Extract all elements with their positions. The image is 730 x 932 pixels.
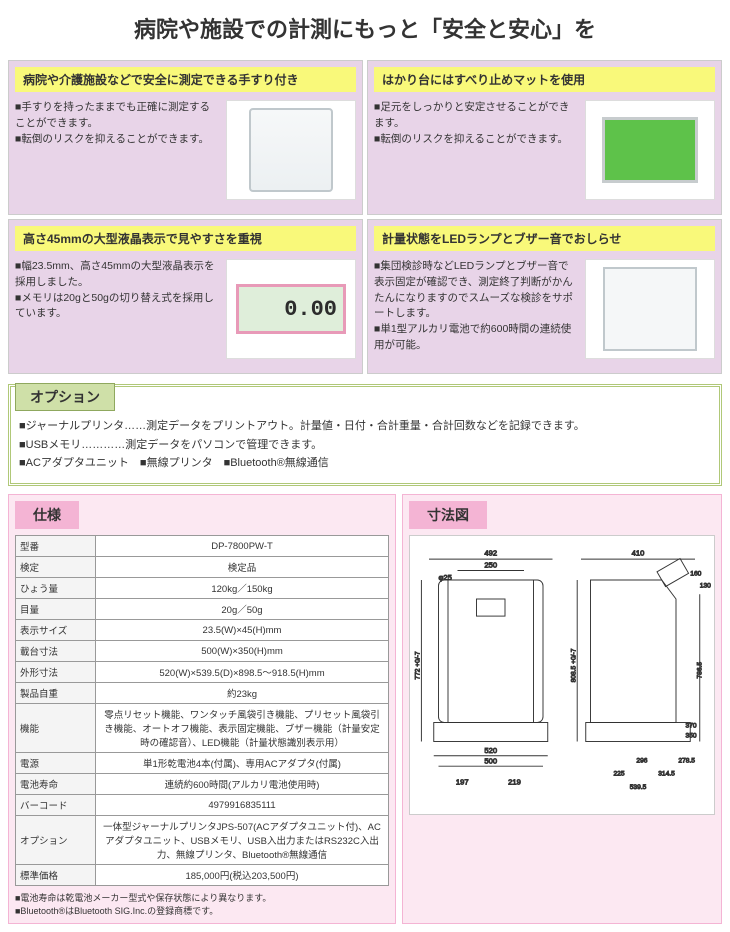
dim-label: 314.5 <box>658 771 675 778</box>
table-row: 表示サイズ23.5(W)×45(H)mm <box>16 620 389 641</box>
table-row: 電源単1形乾電池4本(付属)、専用ACアダプタ(付属) <box>16 753 389 774</box>
feature-text: ■手すりを持ったままでも正確に測定することができます。■転倒のリスクを抑えること… <box>15 100 218 147</box>
dim-label: 520 <box>484 746 497 755</box>
spec-value: 約23kg <box>96 683 389 704</box>
feature-led: 計量状態をLEDランプとブザー音でおしらせ ■集団検診時などLEDランプとブザー… <box>367 219 722 374</box>
dim-label: 219 <box>508 777 521 786</box>
spec-label: 電池寿命 <box>16 774 96 795</box>
table-row: 製品自重約23kg <box>16 683 389 704</box>
spec-label: 電源 <box>16 753 96 774</box>
dim-label: 296 <box>636 757 647 764</box>
spec-label: 目量 <box>16 599 96 620</box>
dim-label: 500 <box>484 756 497 765</box>
table-row: 外形寸法520(W)×539.5(D)×898.5～918.5(H)mm <box>16 662 389 683</box>
dim-label: 492 <box>484 548 497 557</box>
dim-label: 772 +0/-7 <box>415 651 422 680</box>
lower-row: 仕様 型番DP-7800PW-T検定検定品ひょう量120kg／150kg目量20… <box>0 486 730 932</box>
spec-value: 単1形乾電池4本(付属)、専用ACアダプタ(付属) <box>96 753 389 774</box>
spec-panel: 仕様 型番DP-7800PW-T検定検定品ひょう量120kg／150kg目量20… <box>8 494 396 924</box>
option-body: ■ジャーナルプリンタ……測定データをプリントアウト。計量値・日付・合計重量・合計… <box>19 417 711 473</box>
features-grid: 病院や介護施設などで安全に測定できる手すり付き ■手すりを持ったままでも正確に測… <box>0 60 730 374</box>
table-row: 検定検定品 <box>16 557 389 578</box>
spec-label: 型番 <box>16 536 96 557</box>
spec-label: 表示サイズ <box>16 620 96 641</box>
spec-value: 520(W)×539.5(D)×898.5～918.5(H)mm <box>96 662 389 683</box>
dim-label: 410 <box>632 548 645 557</box>
dim-label: 160 <box>690 570 701 577</box>
product-image-mat <box>585 100 715 200</box>
dim-label: 197 <box>456 777 469 786</box>
feature-lcd: 高さ45mmの大型液晶表示で見やすさを重視 ■幅23.5mm、高さ45mmの大型… <box>8 219 363 374</box>
spec-label: ひょう量 <box>16 578 96 599</box>
dimensions-title: 寸法図 <box>409 501 487 529</box>
feature-header: 計量状態をLEDランプとブザー音でおしらせ <box>374 226 715 251</box>
product-image-led <box>585 259 715 359</box>
spec-value: 185,000円(税込203,500円) <box>96 865 389 886</box>
feature-mat: はかり台にはすべり止めマットを使用 ■足元をしっかりと安定させることができます。… <box>367 60 722 215</box>
feature-text: ■幅23.5mm、高さ45mmの大型液晶表示を採用しました。■メモリは20gと5… <box>15 259 218 322</box>
feature-text: ■足元をしっかりと安定させることができます。■転倒のリスクを抑えることができます… <box>374 100 577 147</box>
dim-label: 370 <box>686 722 697 729</box>
dim-label: 350 <box>686 733 697 740</box>
dim-label: 808.5 +0/-7 <box>570 648 577 682</box>
spec-label: 外形寸法 <box>16 662 96 683</box>
feature-header: はかり台にはすべり止めマットを使用 <box>374 67 715 92</box>
dim-label: φ25 <box>439 573 452 582</box>
spec-value: 連続約600時間(アルカリ電池使用時) <box>96 774 389 795</box>
table-row: 電池寿命連続約600時間(アルカリ電池使用時) <box>16 774 389 795</box>
product-image-handrail <box>226 100 356 200</box>
spec-title: 仕様 <box>15 501 79 529</box>
spec-value: 23.5(W)×45(H)mm <box>96 620 389 641</box>
table-row: ひょう量120kg／150kg <box>16 578 389 599</box>
spec-label: 機能 <box>16 704 96 753</box>
lcd-readout: 0.00 <box>236 284 346 334</box>
dim-label: 278.5 <box>678 757 695 764</box>
dim-label: 250 <box>484 561 497 570</box>
table-row: 標準価格185,000円(税込203,500円) <box>16 865 389 886</box>
dimensions-panel: 寸法図 492 250 φ25 <box>402 494 722 924</box>
spec-label: 製品自重 <box>16 683 96 704</box>
table-row: 機能零点リセット機能、ワンタッチ風袋引き機能、プリセット風袋引き機能、オートオフ… <box>16 704 389 753</box>
spec-label: バーコード <box>16 795 96 816</box>
dim-label: 225 <box>613 771 624 778</box>
table-row: 型番DP-7800PW-T <box>16 536 389 557</box>
dimensions-drawing: 492 250 φ25 772 +0/-7 520 <box>409 535 715 815</box>
option-section: オプション ■ジャーナルプリンタ……測定データをプリントアウト。計量値・日付・合… <box>8 384 722 486</box>
spec-label: 標準価格 <box>16 865 96 886</box>
dim-label: 130 <box>700 583 711 590</box>
feature-handrail: 病院や介護施設などで安全に測定できる手すり付き ■手すりを持ったままでも正確に測… <box>8 60 363 215</box>
spec-value: 検定品 <box>96 557 389 578</box>
spec-value: 20g／50g <box>96 599 389 620</box>
feature-header: 病院や介護施設などで安全に測定できる手すり付き <box>15 67 356 92</box>
page-title: 病院や施設での計測にもっと「安全と安心」を <box>0 0 730 60</box>
table-row: バーコード4979916835111 <box>16 795 389 816</box>
spec-value: 一体型ジャーナルプリンタJPS-507(ACアダプタユニット付)、ACアダプタユ… <box>96 816 389 865</box>
dim-label: 539.5 <box>630 784 647 791</box>
option-label: オプション <box>15 383 115 411</box>
spec-notes: ■電池寿命は乾電池メーカー型式や保存状態により異なります。■Bluetooth®… <box>15 892 389 917</box>
spec-label: 載台寸法 <box>16 641 96 662</box>
table-row: 目量20g／50g <box>16 599 389 620</box>
spec-label: 検定 <box>16 557 96 578</box>
feature-text: ■集団検診時などLEDランプとブザー音で表示固定が確認でき、測定終了判断がかんた… <box>374 259 577 354</box>
spec-value: 500(W)×350(H)mm <box>96 641 389 662</box>
product-image-lcd: 0.00 <box>226 259 356 359</box>
table-row: 載台寸法500(W)×350(H)mm <box>16 641 389 662</box>
spec-value: 4979916835111 <box>96 795 389 816</box>
spec-table: 型番DP-7800PW-T検定検定品ひょう量120kg／150kg目量20g／5… <box>15 535 389 886</box>
spec-value: DP-7800PW-T <box>96 536 389 557</box>
spec-label: オプション <box>16 816 96 865</box>
table-row: オプション一体型ジャーナルプリンタJPS-507(ACアダプタユニット付)、AC… <box>16 816 389 865</box>
spec-value: 零点リセット機能、ワンタッチ風袋引き機能、プリセット風袋引き機能、オートオフ機能… <box>96 704 389 753</box>
spec-value: 120kg／150kg <box>96 578 389 599</box>
dim-label: 786.5 <box>697 662 704 679</box>
feature-header: 高さ45mmの大型液晶表示で見やすさを重視 <box>15 226 356 251</box>
